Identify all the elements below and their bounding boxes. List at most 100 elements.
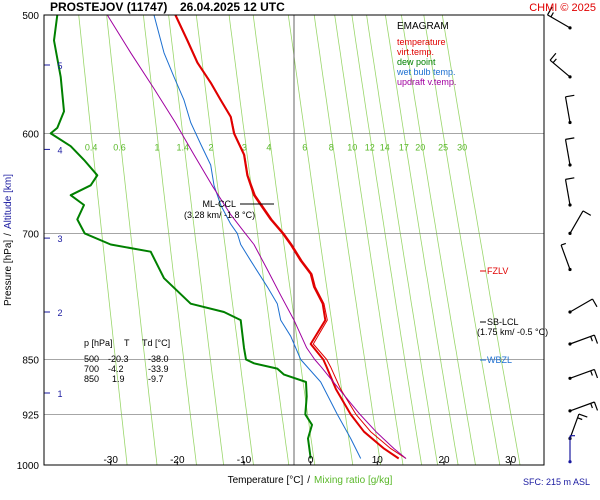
mixing-ratio-label: 30 — [457, 142, 467, 152]
wind-barbs — [546, 6, 599, 464]
wind-barb-station — [568, 409, 572, 413]
wind-barb-feather — [546, 6, 553, 16]
y-axis-title: Pressure [hPa] / Altitude [km] — [3, 174, 14, 306]
table-cell: -33.9 — [148, 364, 169, 374]
mixing-ratio-label: 0.6 — [113, 142, 126, 152]
wind-barb — [564, 94, 575, 125]
mixing-ratio-line — [106, 14, 158, 466]
table-header-dewpoint: Td [°C] — [142, 338, 170, 348]
temperature-tick-label: 30 — [505, 455, 517, 466]
wind-barb-staff — [569, 368, 595, 379]
lcl-label: SB-LCL — [487, 317, 519, 327]
wind-barb-station — [568, 376, 572, 380]
wind-barb-feather — [591, 298, 598, 308]
mixing-ratio-label: 10 — [347, 142, 357, 152]
wind-barb-staff — [560, 244, 571, 270]
table-cell: -20.3 — [108, 354, 129, 364]
wind-barb — [549, 52, 572, 79]
wind-barb-staff — [564, 179, 571, 206]
altitude-tick-label: 4 — [57, 145, 62, 155]
plot-frame — [43, 14, 545, 466]
mixing-ratio-label: 14 — [380, 142, 390, 152]
wind-barb-feather — [593, 334, 599, 344]
altitude-tick-label: 5 — [57, 61, 62, 71]
y-axis-separator: / — [3, 233, 14, 236]
table-header-pressure: p [hPa] — [84, 338, 113, 348]
wind-barb-station — [568, 203, 572, 207]
wind-barb-staff — [569, 334, 595, 345]
mixing-ratio-line — [195, 14, 254, 466]
temperature-tick-label: -10 — [237, 455, 252, 466]
pressure-tick-label: 600 — [22, 129, 39, 140]
sounding-datetime: 26.04.2025 12 UTC — [180, 0, 285, 14]
surface-elevation-note: SFC: 215 m ASL — [523, 477, 590, 487]
mixing-ratio-line — [441, 14, 521, 466]
series-temperature — [174, 14, 400, 460]
wind-barb-staff — [564, 139, 571, 166]
mixing-ratio-line — [143, 14, 197, 466]
mixing-ratio-label: 8 — [329, 142, 334, 152]
mixing-ratio-label: 17 — [399, 142, 409, 152]
ccl-values: (3.28 km/ -1.8 °C) — [184, 210, 255, 220]
wind-barb-feather — [593, 369, 599, 379]
series-virt-temp — [175, 14, 407, 459]
wind-barb — [568, 334, 599, 346]
wbzl-label: WBZL — [487, 355, 512, 365]
table-cell: -9.7 — [148, 374, 164, 384]
wind-barb — [546, 6, 572, 30]
wind-barb — [564, 177, 575, 207]
table-cell: -4.2 — [108, 364, 124, 374]
legend-dew-point: dew point — [397, 57, 436, 67]
table-cell: 850 — [84, 374, 99, 384]
wind-barb-feather — [593, 401, 599, 411]
wind-barb-feather — [560, 242, 567, 246]
table-cell: 1.9 — [112, 374, 125, 384]
fzlv-label: FZLV — [487, 266, 508, 276]
mixing-ratio-line — [287, 14, 354, 466]
legend-virtual-temperature: virt.temp. — [397, 47, 434, 57]
wind-barb-staff — [569, 298, 593, 313]
series-wet-bulb-temp — [153, 14, 362, 459]
mixing-ratio-label: 3 — [242, 142, 247, 152]
y-axis-label-pressure: Pressure [hPa] — [3, 240, 14, 306]
wind-barb-staff — [569, 210, 584, 234]
altitude-tick-label: 3 — [57, 234, 62, 244]
temperature-tick-label: 10 — [372, 455, 384, 466]
wind-barb-station — [568, 163, 572, 167]
mixing-ratio-label: 0.4 — [85, 142, 98, 152]
wind-barb-feather — [549, 52, 557, 61]
wind-barb-staff — [549, 59, 571, 78]
altitude-tick-label: 2 — [57, 308, 62, 318]
x-axis-title: Temperature [°C] / Mixing ratio [g/kg] — [228, 475, 393, 486]
mixing-ratio-line — [228, 14, 290, 466]
series-updraft-v-temp — [106, 14, 407, 459]
mixing-ratio-line — [313, 14, 382, 466]
mixing-ratio-label: 2 — [208, 142, 213, 152]
wind-barb-station — [568, 460, 572, 464]
x-axis-label-mixing: Mixing ratio [g/kg] — [314, 475, 393, 486]
altitude-tick-label: 1 — [57, 389, 62, 399]
wind-barb — [568, 413, 588, 441]
wind-barb — [560, 242, 572, 272]
mixing-ratio-line — [351, 14, 422, 466]
wind-barb — [568, 368, 599, 380]
station-title: PROSTEJOV (11747) — [50, 0, 167, 14]
wind-barb-station — [568, 342, 572, 346]
mixing-ratio-label: 12 — [365, 142, 375, 152]
temperature-tick-label: 20 — [438, 455, 450, 466]
wind-barb-feather — [552, 58, 557, 64]
mixing-ratio-line — [168, 14, 224, 466]
wind-barb-feather — [565, 137, 575, 140]
lcl-values: (1.75 km/ -0.5 °C) — [477, 327, 548, 337]
wind-barb-feather — [577, 417, 583, 421]
wind-barb-station — [568, 75, 572, 79]
y-axis-label-altitude: Altitude [km] — [3, 174, 14, 229]
wind-barb-station — [568, 231, 572, 235]
wind-barb-station — [568, 310, 572, 314]
summary-table: p [hPa] T Td [°C] 500 -20.3 -38.0 700 -4… — [84, 338, 170, 384]
wind-barb-feather — [590, 336, 593, 342]
temperature-tick-label: 0 — [308, 455, 314, 466]
copyright-text: CHMI © 2025 — [529, 2, 596, 14]
wind-barb-feather — [582, 210, 592, 216]
